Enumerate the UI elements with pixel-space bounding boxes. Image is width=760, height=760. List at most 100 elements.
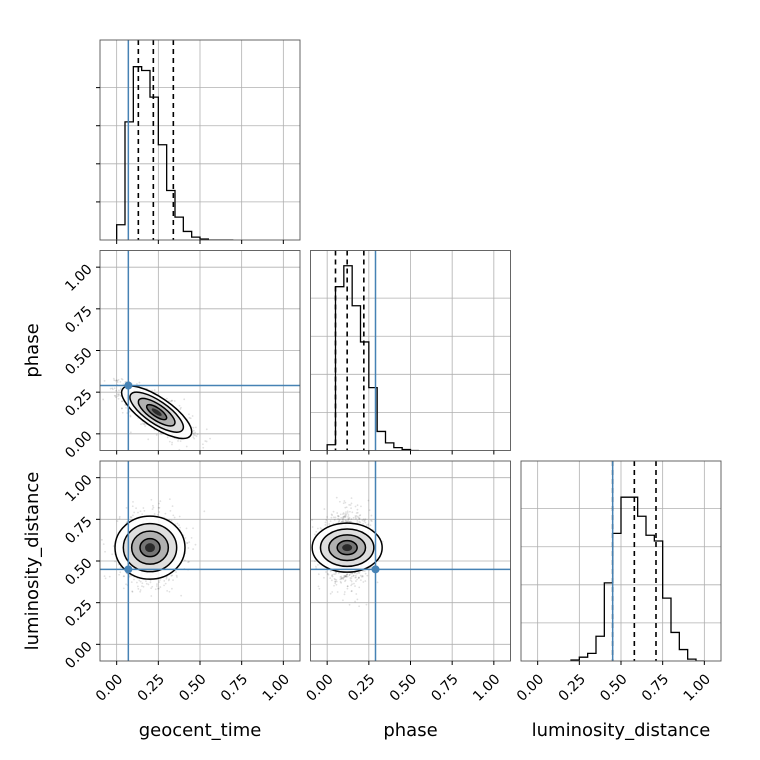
- sample-point: [346, 572, 349, 575]
- sample-point: [111, 387, 114, 390]
- sample-point: [370, 566, 373, 569]
- sample-point: [343, 574, 345, 577]
- sample-point: [355, 580, 357, 582]
- sample-point: [337, 572, 340, 575]
- sample-point: [350, 497, 353, 500]
- sample-point: [121, 400, 123, 403]
- sample-point: [367, 499, 370, 502]
- sample-point: [342, 515, 345, 518]
- sample-point: [192, 433, 195, 436]
- sample-point: [185, 445, 188, 448]
- sample-point: [330, 574, 333, 577]
- sample-point: [202, 446, 205, 449]
- sample-point: [187, 561, 189, 564]
- sample-point: [356, 504, 359, 507]
- sample-point: [335, 583, 338, 586]
- joint-panel-geocent_time-vs-phase: 0.00 0.25 0.50 0.75 1.00 phase: [22, 250, 301, 462]
- sample-point: [324, 521, 327, 524]
- sample-point: [348, 518, 350, 520]
- sample-point: [171, 399, 174, 402]
- sample-point: [114, 396, 117, 399]
- sample-point: [346, 573, 348, 576]
- sample-point: [362, 518, 365, 521]
- sample-point: [304, 571, 306, 573]
- sample-point: [350, 502, 353, 505]
- sample-point: [350, 584, 353, 587]
- grid-lines: [310, 461, 511, 661]
- density-contours: [120, 385, 193, 440]
- sample-point: [117, 378, 120, 381]
- sample-point: [120, 407, 123, 410]
- sample-point: [350, 575, 353, 578]
- sample-point: [349, 504, 352, 506]
- sample-point: [171, 505, 174, 508]
- sample-point: [359, 514, 362, 516]
- sample-point: [326, 572, 329, 575]
- sample-point: [136, 383, 138, 385]
- sample-point: [358, 518, 361, 520]
- sample-point: [342, 512, 345, 514]
- sample-point: [140, 423, 142, 426]
- hist-panel-geocent_time: [96, 39, 301, 244]
- sample-point: [311, 519, 314, 521]
- y-tick-label: 0.75: [62, 303, 95, 336]
- sample-point: [336, 512, 339, 514]
- x-tick-label: 0.75: [639, 671, 672, 704]
- x-tick-label: 1.00: [260, 671, 293, 704]
- sample-point: [158, 581, 161, 583]
- sample-point: [176, 576, 178, 578]
- sample-point: [139, 510, 142, 513]
- sample-point: [344, 575, 347, 577]
- sample-point: [156, 513, 159, 516]
- truth-point: [371, 565, 380, 574]
- sample-point: [143, 423, 146, 426]
- sample-point: [323, 508, 326, 510]
- y-tick-label: 0.00: [62, 639, 95, 672]
- sample-point: [350, 580, 353, 583]
- sample-point: [359, 521, 362, 524]
- sample-point: [319, 527, 322, 529]
- sample-point: [355, 517, 357, 520]
- sample-point: [356, 578, 358, 581]
- sample-point: [194, 431, 197, 434]
- y-axis-label-luminosity_distance: luminosity_distance: [22, 472, 43, 651]
- sample-point: [179, 526, 181, 529]
- sample-point: [171, 587, 173, 590]
- sample-point: [332, 510, 335, 513]
- sample-point: [345, 511, 347, 514]
- sample-point: [359, 579, 362, 582]
- sample-point: [358, 572, 361, 574]
- sample-point: [343, 591, 346, 593]
- sample-point: [337, 515, 340, 518]
- sample-point: [340, 577, 343, 580]
- sample-point: [342, 599, 344, 602]
- sample-point: [345, 574, 347, 577]
- sample-point: [335, 578, 338, 581]
- sample-point: [343, 516, 346, 519]
- sample-point: [120, 387, 122, 390]
- sample-point: [131, 590, 134, 593]
- sample-point: [144, 425, 147, 427]
- sample-point: [340, 575, 343, 578]
- sample-point: [129, 516, 132, 518]
- sample-point: [360, 575, 363, 578]
- ticks: [96, 87, 284, 244]
- sample-point: [151, 508, 154, 510]
- sample-point: [166, 436, 169, 439]
- sample-point: [145, 582, 148, 585]
- sample-point: [176, 522, 179, 525]
- truth-point: [124, 381, 133, 390]
- sample-point: [361, 574, 364, 577]
- sample-point: [173, 400, 176, 402]
- sample-point: [157, 506, 160, 509]
- sample-point: [177, 440, 179, 442]
- sample-point: [329, 520, 332, 523]
- sample-point: [342, 578, 345, 581]
- sample-point: [138, 381, 141, 384]
- sample-point: [363, 520, 365, 523]
- sample-point: [345, 575, 347, 578]
- sample-point: [135, 507, 137, 510]
- sample-point: [342, 517, 345, 520]
- sample-point: [307, 562, 309, 564]
- sample-point: [314, 533, 316, 536]
